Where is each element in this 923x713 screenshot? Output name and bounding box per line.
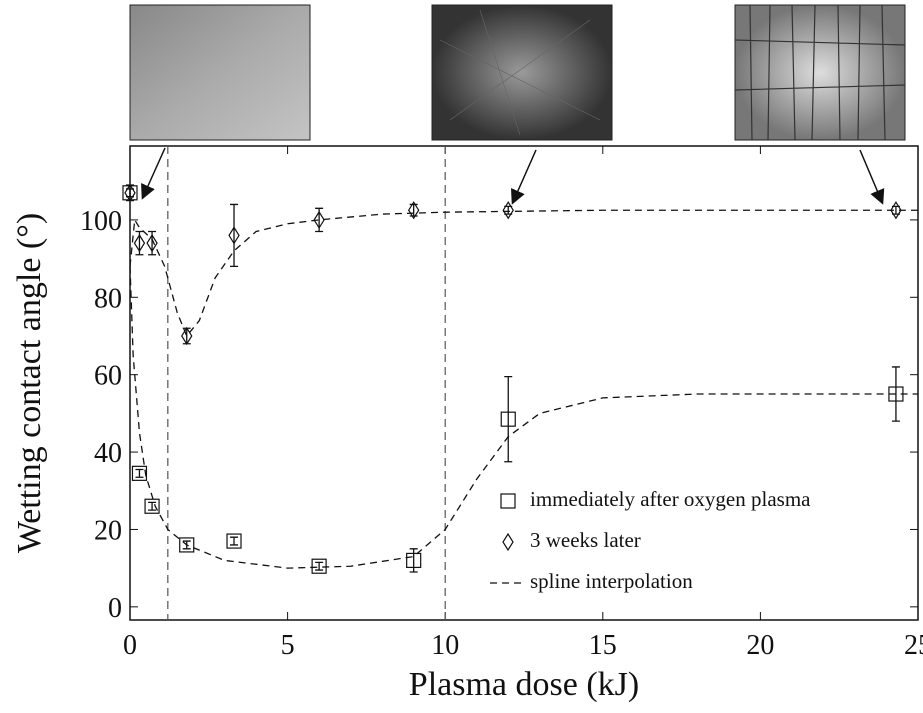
error-bar bbox=[315, 561, 324, 571]
micrograph bbox=[431, 4, 613, 141]
diamond-marker bbox=[890, 201, 902, 220]
error-bar bbox=[148, 501, 157, 511]
legend-label: immediately after oxygen plasma bbox=[530, 487, 811, 511]
y-tick-label: 100 bbox=[80, 206, 122, 237]
diamond-marker bbox=[228, 226, 240, 245]
micrographs bbox=[129, 4, 906, 205]
error-bar bbox=[409, 203, 418, 217]
diamond-marker bbox=[181, 326, 193, 346]
micrograph bbox=[129, 4, 311, 141]
square-marker bbox=[311, 558, 327, 574]
y-tick-label: 80 bbox=[94, 283, 122, 314]
error-bar bbox=[135, 468, 144, 478]
arrow bbox=[859, 149, 885, 205]
square-marker bbox=[406, 552, 422, 569]
x-tick-label: 15 bbox=[589, 630, 617, 661]
x-tick-label: 20 bbox=[746, 630, 774, 661]
x-axis-title: Plasma dose (kJ) bbox=[409, 666, 639, 703]
error-bar bbox=[126, 184, 134, 202]
legend-marker bbox=[500, 493, 516, 509]
spline-line bbox=[129, 209, 918, 569]
y-tick-label: 40 bbox=[94, 438, 122, 469]
square-marker bbox=[131, 465, 148, 481]
diamond-marker bbox=[407, 201, 420, 220]
x-tick-label: 10 bbox=[431, 630, 459, 661]
arrow bbox=[510, 149, 537, 205]
y-axis-title: Wetting contact angle (°) bbox=[11, 213, 48, 553]
x-tick-label: 0 bbox=[123, 630, 137, 661]
micrograph bbox=[734, 4, 906, 141]
x-tick-label: 5 bbox=[281, 630, 295, 661]
square-marker bbox=[226, 533, 242, 549]
x-tick-label: 25 bbox=[904, 630, 923, 661]
arrow bbox=[141, 147, 166, 200]
diamond-marker bbox=[133, 233, 146, 253]
square-marker bbox=[500, 411, 516, 427]
error-bar bbox=[504, 375, 513, 463]
y-tick-label: 20 bbox=[94, 515, 122, 546]
error-bar bbox=[230, 203, 239, 267]
diamond-marker bbox=[146, 233, 158, 253]
diamond-marker bbox=[124, 183, 136, 202]
error-bar bbox=[891, 366, 900, 422]
square-marker bbox=[179, 537, 195, 553]
y-tick-label: 0 bbox=[108, 593, 122, 624]
legend-label: spline interpolation bbox=[530, 569, 693, 593]
square-marker bbox=[144, 498, 160, 514]
plot-frame bbox=[129, 145, 919, 621]
y-tick-label: 60 bbox=[94, 361, 122, 392]
error-bar bbox=[409, 548, 418, 573]
legend-marker bbox=[502, 532, 514, 552]
legend-label: 3 weeks later bbox=[530, 528, 641, 552]
diamond-marker bbox=[502, 201, 514, 220]
error-bar bbox=[230, 536, 239, 546]
diamond-marker bbox=[313, 210, 325, 230]
